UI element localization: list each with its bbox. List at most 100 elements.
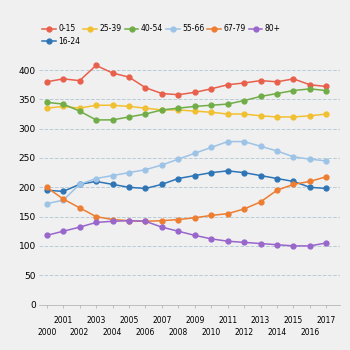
16-24 [324,186,328,190]
40-54 [77,109,82,113]
16-24 [44,188,49,192]
40-54 [193,104,197,108]
25-39 [110,103,114,107]
40-54 [242,98,246,103]
67-79 [324,175,328,179]
25-39 [176,108,180,112]
80+ [127,219,131,223]
Text: 2017: 2017 [317,316,336,324]
55-66 [209,145,213,149]
0-15 [258,78,262,83]
Line: 55-66: 55-66 [44,139,329,206]
80+ [242,240,246,245]
40-54 [127,115,131,119]
Text: 2002: 2002 [70,328,89,337]
55-66 [160,163,164,167]
25-39 [242,112,246,116]
Text: 2015: 2015 [284,316,303,324]
67-79 [94,215,98,219]
67-79 [77,206,82,210]
Text: 2005: 2005 [119,316,139,324]
67-79 [258,200,262,204]
40-54 [324,89,328,93]
Text: 2016: 2016 [300,328,320,337]
0-15 [61,77,65,81]
16-24 [94,179,98,183]
80+ [110,219,114,223]
25-39 [291,115,295,119]
25-39 [44,106,49,110]
Text: 2004: 2004 [103,328,122,337]
80+ [44,233,49,237]
40-54 [110,118,114,122]
Line: 80+: 80+ [44,218,329,248]
40-54 [143,112,147,116]
Text: 2012: 2012 [234,328,254,337]
25-39 [193,109,197,113]
0-15 [160,91,164,96]
40-54 [258,94,262,99]
80+ [209,237,213,241]
40-54 [275,91,279,96]
55-66 [94,176,98,181]
0-15 [209,87,213,91]
55-66 [61,198,65,202]
0-15 [193,90,197,94]
Line: 40-54: 40-54 [44,86,329,122]
0-15 [275,80,279,84]
80+ [324,241,328,245]
40-54 [94,118,98,122]
80+ [176,229,180,233]
0-15 [77,78,82,83]
Line: 67-79: 67-79 [44,174,329,224]
40-54 [291,89,295,93]
0-15 [176,93,180,97]
55-66 [176,157,180,161]
80+ [193,233,197,237]
16-24 [225,169,230,173]
25-39 [143,106,147,110]
80+ [275,243,279,247]
Text: 2007: 2007 [152,316,172,324]
80+ [160,225,164,229]
Text: 2010: 2010 [202,328,221,337]
67-79 [127,219,131,223]
67-79 [308,179,312,183]
55-66 [258,144,262,148]
80+ [308,244,312,248]
16-24 [291,179,295,183]
25-39 [209,110,213,114]
Text: 2014: 2014 [267,328,287,337]
16-24 [127,185,131,189]
67-79 [61,197,65,201]
80+ [225,239,230,243]
Text: 2008: 2008 [169,328,188,337]
0-15 [324,84,328,89]
Text: 2009: 2009 [185,316,204,324]
67-79 [193,216,197,220]
40-54 [225,102,230,106]
25-39 [324,112,328,116]
55-66 [242,140,246,144]
67-79 [110,217,114,222]
16-24 [110,182,114,187]
40-54 [308,87,312,91]
40-54 [209,103,213,107]
55-66 [308,157,312,161]
55-66 [77,182,82,187]
55-66 [127,170,131,175]
25-39 [258,114,262,118]
16-24 [308,185,312,189]
16-24 [143,186,147,190]
16-24 [258,174,262,178]
67-79 [176,217,180,222]
0-15 [143,85,147,90]
Text: 2001: 2001 [54,316,73,324]
25-39 [275,115,279,119]
80+ [94,220,98,225]
55-66 [193,151,197,155]
67-79 [275,188,279,192]
67-79 [44,185,49,189]
Text: 2003: 2003 [86,316,106,324]
40-54 [176,106,180,110]
